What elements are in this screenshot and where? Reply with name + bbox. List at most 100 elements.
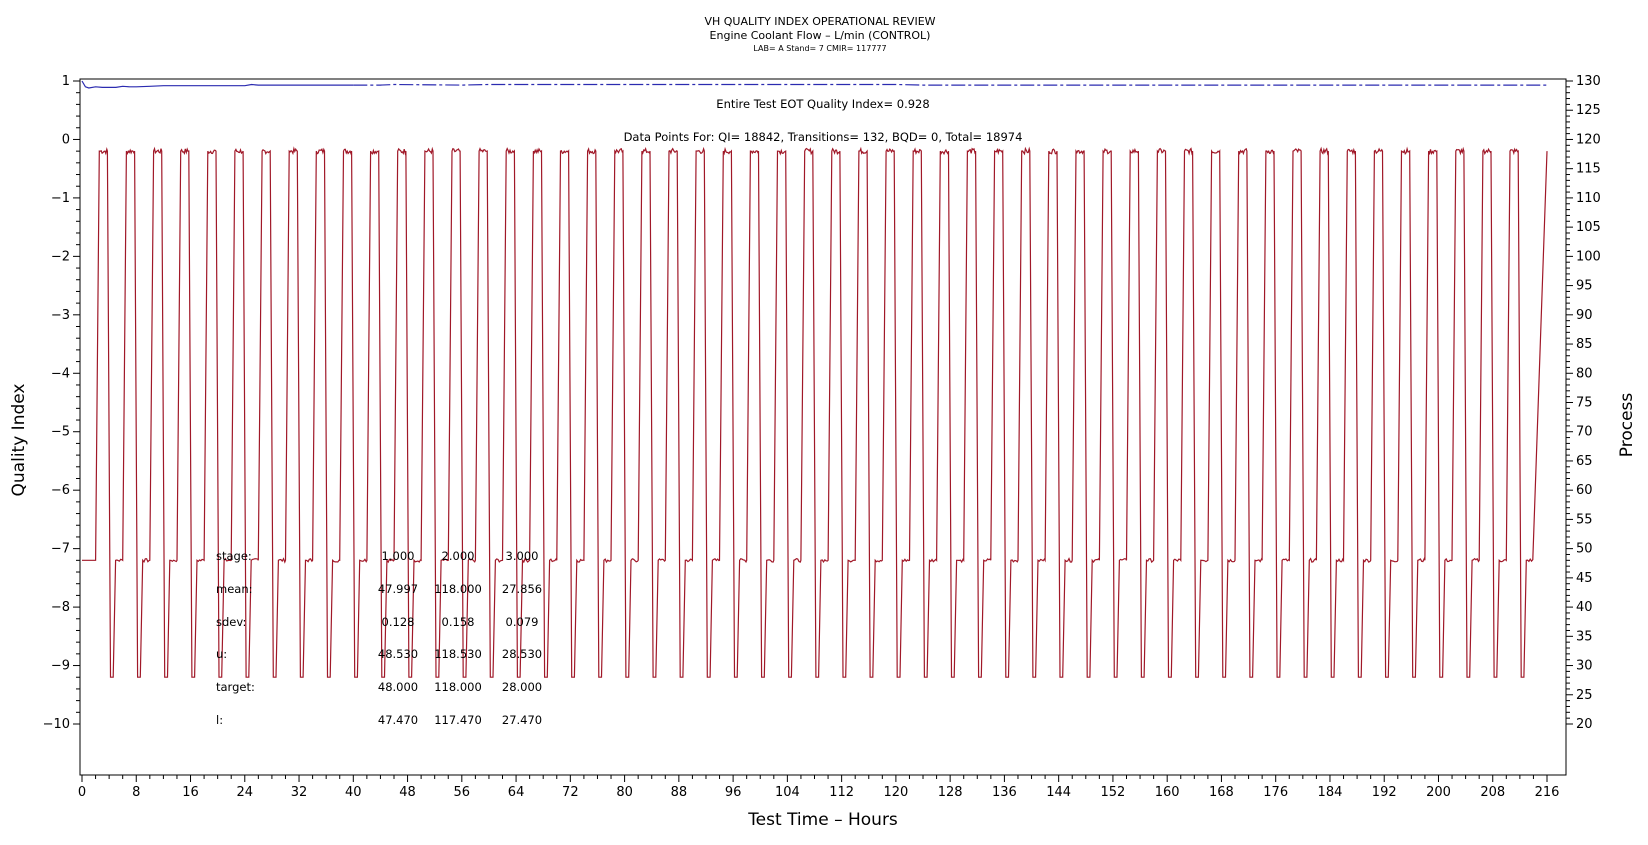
stats-cell: 47.470 <box>378 713 418 727</box>
y-left-tick-label: 1 <box>62 74 70 89</box>
chart-subtitle-2: LAB= A Stand= 7 CMIR= 117777 <box>753 44 886 53</box>
x-tick-label: 96 <box>725 785 742 800</box>
y-right-tick-label: 95 <box>1576 279 1593 294</box>
x-tick-label: 128 <box>938 785 963 800</box>
x-tick-label: 8 <box>132 785 140 800</box>
y-right-tick-label: 85 <box>1576 337 1593 352</box>
y-right-tick-label: 35 <box>1576 629 1593 644</box>
y-right-tick-label: 105 <box>1576 220 1601 235</box>
stats-cell: 28.530 <box>502 647 542 661</box>
stats-row-label: stage: <box>216 549 252 563</box>
y-axis-left: 1 0 −1 −2 −3 −4 −5 −6 −7 −8 −9 −10 <box>43 74 80 732</box>
y-right-tick-label: 60 <box>1576 483 1593 498</box>
y-right-tick-label: 125 <box>1576 103 1601 118</box>
stats-cell: 1.000 <box>382 549 415 563</box>
x-tick-label: 88 <box>671 785 688 800</box>
stats-row-label: sdev: <box>216 615 246 629</box>
stats-cell: 0.128 <box>382 615 415 629</box>
y-axis-right: 130 125 120 115 110 105 100 95 90 85 80 75 70 65 60 55 5… <box>1566 74 1601 732</box>
quality-index-line-dashed <box>353 83 1547 86</box>
stats-row-label: mean: <box>216 582 253 596</box>
y-right-tick-label: 40 <box>1576 600 1593 615</box>
x-tick-label: 0 <box>78 785 86 800</box>
y-right-tick-label: 130 <box>1576 74 1601 89</box>
stats-cell: 47.997 <box>378 582 418 596</box>
y-left-tick-label: −5 <box>51 425 70 440</box>
x-tick-label: 208 <box>1480 785 1505 800</box>
chart-subtitle: Engine Coolant Flow – L/min (CONTROL) <box>710 29 931 42</box>
x-tick-label: 168 <box>1209 785 1234 800</box>
x-tick-label: 152 <box>1101 785 1126 800</box>
y-right-tick-label: 45 <box>1576 571 1593 586</box>
y-right-tick-label: 30 <box>1576 659 1593 674</box>
x-tick-label: 64 <box>508 785 525 800</box>
y-right-tick-label: 55 <box>1576 512 1593 527</box>
eot-quality-index: Entire Test EOT Quality Index= 0.928 <box>716 97 929 111</box>
stats-cell: 118.530 <box>434 647 482 661</box>
y-left-tick-label: −4 <box>51 366 70 381</box>
stats-cell: 118.000 <box>434 582 482 596</box>
x-tick-label: 176 <box>1263 785 1288 800</box>
y-right-tick-label: 70 <box>1576 425 1593 440</box>
y-right-tick-label: 75 <box>1576 396 1593 411</box>
stats-cell: 0.158 <box>442 615 475 629</box>
chart-title: VH QUALITY INDEX OPERATIONAL REVIEW <box>704 15 935 28</box>
series-quality-index <box>81 80 1547 89</box>
stats-row-label: target: <box>216 680 255 694</box>
stats-cell: 27.856 <box>502 582 542 596</box>
y-right-tick-label: 110 <box>1576 191 1601 206</box>
y-left-tick-label: −6 <box>51 483 70 498</box>
y-left-tick-label: −2 <box>51 249 70 264</box>
y-right-tick-label: 120 <box>1576 132 1601 147</box>
y-axis-left-label: Quality Index <box>9 384 29 497</box>
process-line <box>82 146 1548 678</box>
stats-row-label: u: <box>216 647 227 661</box>
x-tick-label: 136 <box>992 785 1017 800</box>
y-right-tick-label: 50 <box>1576 542 1593 557</box>
x-tick-label: 144 <box>1046 785 1071 800</box>
x-tick-label: 192 <box>1372 785 1397 800</box>
y-right-tick-label: 100 <box>1576 249 1601 264</box>
stats-cell: 0.079 <box>506 615 539 629</box>
x-tick-label: 160 <box>1155 785 1180 800</box>
stats-cell: 28.000 <box>502 680 542 694</box>
y-left-tick-label: −7 <box>51 542 70 557</box>
y-right-tick-label: 65 <box>1576 454 1593 469</box>
x-tick-label: 16 <box>182 785 199 800</box>
stats-cell: 27.470 <box>502 713 542 727</box>
y-right-tick-label: 20 <box>1576 717 1593 732</box>
x-tick-label: 56 <box>454 785 471 800</box>
y-right-tick-label: 115 <box>1576 162 1601 177</box>
quality-index-line <box>81 80 354 89</box>
stats-cell: 48.530 <box>378 647 418 661</box>
y-right-tick-label: 90 <box>1576 308 1593 323</box>
stats-row-label: l: <box>216 713 223 727</box>
x-tick-label: 72 <box>562 785 579 800</box>
y-left-tick-label: −10 <box>43 717 70 732</box>
x-tick-label: 32 <box>291 785 308 800</box>
data-points-summary: Data Points For: QI= 18842, Transitions=… <box>624 130 1023 144</box>
stats-cell: 118.000 <box>434 680 482 694</box>
x-tick-label: 120 <box>883 785 908 800</box>
x-tick-label: 40 <box>345 785 362 800</box>
x-tick-label: 112 <box>829 785 854 800</box>
stats-cell: 3.000 <box>506 549 539 563</box>
x-tick-label: 24 <box>237 785 254 800</box>
y-right-tick-label: 25 <box>1576 688 1593 703</box>
y-right-tick-label: 80 <box>1576 366 1593 381</box>
x-tick-label: 200 <box>1426 785 1451 800</box>
y-left-tick-label: −8 <box>51 600 70 615</box>
y-left-tick-label: −9 <box>51 659 70 674</box>
stats-cell: 117.470 <box>434 713 482 727</box>
x-axis: 0 8 16 24 32 40 48 56 64 72 80 88 96 104 112 120 128 136 1… <box>78 775 1560 800</box>
stats-table: stage: 1.000 2.000 3.000 mean: 47.997 118.000 2… <box>216 549 542 727</box>
x-tick-label: 184 <box>1318 785 1343 800</box>
x-tick-label: 216 <box>1535 785 1560 800</box>
y-left-tick-label: −1 <box>51 191 70 206</box>
x-tick-label: 104 <box>775 785 800 800</box>
plot-area <box>79 78 1567 776</box>
y-left-tick-label: −3 <box>51 308 70 323</box>
series-process <box>82 146 1548 678</box>
x-tick-label: 48 <box>399 785 416 800</box>
